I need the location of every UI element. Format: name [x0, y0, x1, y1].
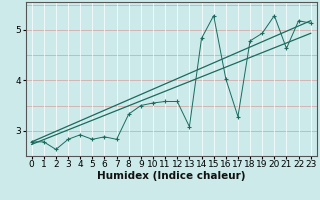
X-axis label: Humidex (Indice chaleur): Humidex (Indice chaleur): [97, 171, 245, 181]
